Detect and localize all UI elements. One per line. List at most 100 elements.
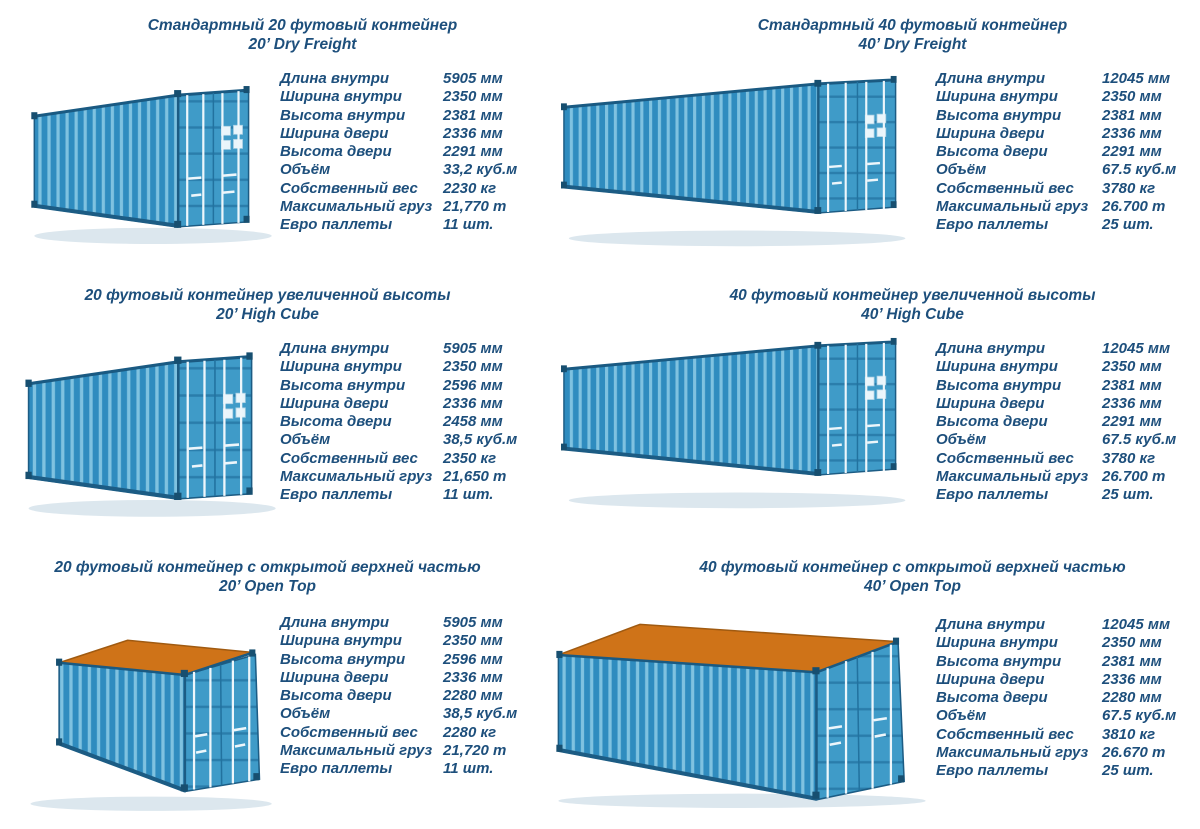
spec-row: Ширина двери 2336 мм <box>936 395 1200 413</box>
spec-label: Высота внутри <box>936 106 1062 124</box>
spec-label: Ширина двери <box>936 124 1045 142</box>
spec-label: Евро паллеты <box>936 216 1049 234</box>
spec-row: Ширина двери 2336 мм <box>280 125 535 143</box>
spec-row: Длина внутри 12045 мм <box>936 340 1200 358</box>
spec-value: 12045 мм <box>1102 340 1171 357</box>
spec-row: Высота двери 2280 мм <box>280 687 535 705</box>
container-20ft-svg <box>24 78 276 249</box>
spec-row: Ширина внутри 2350 мм <box>280 358 535 376</box>
panel-title: Стандартный 20 футовый контейнер 20’ Dry… <box>35 16 570 54</box>
spec-value: 2336 мм <box>443 394 503 412</box>
spec-value: 2336 мм <box>1102 124 1162 142</box>
spec-label: Евро паллеты <box>280 760 393 778</box>
spec-label: Евро паллеты <box>280 216 393 234</box>
panel-title-en: 40’ Open Top <box>863 578 962 595</box>
spec-row: Ширина внутри 2350 мм <box>936 88 1200 106</box>
spec-label: Максимальный груз <box>936 468 1089 486</box>
panel-title-en: 20’ Open Top <box>218 578 317 595</box>
spec-value: 2336 мм <box>443 124 503 142</box>
spec-row: Собственный вес 3780 кг <box>936 450 1200 468</box>
spec-row: Ширина внутри 2350 мм <box>280 632 535 650</box>
spec-row: Объём 67.5 куб.м <box>936 431 1200 449</box>
spec-value: 2596 мм <box>443 376 503 394</box>
spec-label: Евро паллеты <box>936 762 1049 780</box>
spec-value: 2350 кг <box>443 449 497 467</box>
spec-label: Объём <box>936 431 987 449</box>
panel-20ft-dry-freight: Стандартный 20 футовый контейнер 20’ Dry… <box>0 8 535 270</box>
container-20ft-open-top-illustration <box>18 630 274 814</box>
spec-row: Евро паллеты 25 шт. <box>936 762 1200 780</box>
spec-row: Собственный вес 2280 кг <box>280 724 535 742</box>
container-20ft-open-top-svg <box>18 630 274 814</box>
spec-row: Максимальный груз 21,650 т <box>280 468 535 486</box>
spec-value: 2291 мм <box>1102 143 1162 161</box>
spec-label: Ширина внутри <box>280 88 402 106</box>
spec-row: Ширина внутри 2350 мм <box>936 358 1200 376</box>
panel-title: 20 футовый контейнер увеличенной высоты … <box>0 286 535 324</box>
panel-title-ru: Стандартный 20 футовый контейнер <box>147 17 458 34</box>
spec-label: Длина внутри <box>936 616 1046 633</box>
spec-row: Максимальный груз 26.700 т <box>936 198 1200 216</box>
spec-label: Объём <box>280 161 331 179</box>
spec-value: 2336 мм <box>1102 394 1162 412</box>
spec-label: Максимальный груз <box>280 742 433 760</box>
spec-value: 12045 мм <box>1102 70 1171 87</box>
spec-row: Объём 38,5 куб.м <box>280 431 535 449</box>
spec-row: Собственный вес 2350 кг <box>280 450 535 468</box>
spec-row: Собственный вес 2230 кг <box>280 180 535 198</box>
spec-label: Объём <box>280 431 331 449</box>
spec-label: Высота двери <box>280 687 392 705</box>
panel-title: 40 футовый контейнер увеличенной высоты … <box>585 286 1200 324</box>
spec-row: Евро паллеты 11 шт. <box>280 216 535 234</box>
spec-value: 3780 кг <box>1102 449 1156 467</box>
spec-label: Объём <box>936 161 987 179</box>
spec-label: Ширина двери <box>936 394 1045 412</box>
spec-label: Евро паллеты <box>280 486 393 504</box>
spec-value: 21,770 т <box>443 198 507 216</box>
spec-label: Высота двери <box>936 413 1048 431</box>
spec-label: Длина внутри <box>280 70 390 87</box>
spec-value: 2230 кг <box>443 179 497 197</box>
spec-value: 67.5 куб.м <box>1102 161 1177 179</box>
spec-label: Высота внутри <box>936 652 1062 670</box>
spec-row: Высота двери 2291 мм <box>936 143 1200 161</box>
spec-row: Длина внутри 5905 мм <box>280 340 535 358</box>
container-40ft-open-top-svg <box>548 606 936 810</box>
spec-label: Максимальный груз <box>936 198 1089 216</box>
spec-value: 2280 мм <box>443 687 503 705</box>
spec-row: Объём 67.5 куб.м <box>936 707 1200 725</box>
spec-value: 21,720 т <box>443 742 507 760</box>
spec-table-40ft-high-cube: Длина внутри 12045 мм Ширина внутри 2350 мм… <box>936 340 1200 505</box>
spec-value: 12045 мм <box>1102 616 1171 633</box>
spec-value: 33,2 куб.м <box>443 161 518 179</box>
spec-row: Ширина внутри 2350 мм <box>936 634 1200 652</box>
container-40ft-svg <box>556 336 928 517</box>
spec-row: Объём 38,5 куб.м <box>280 705 535 723</box>
spec-label: Длина внутри <box>936 340 1046 357</box>
panel-title-ru: Стандартный 40 футовый контейнер <box>757 17 1068 34</box>
spec-value: 2381 мм <box>1102 106 1162 124</box>
spec-value: 38,5 куб.м <box>443 431 518 449</box>
spec-row: Евро паллеты 11 шт. <box>280 486 535 504</box>
spec-value: 11 шт. <box>443 760 494 778</box>
spec-row: Максимальный груз 21,720 т <box>280 742 535 760</box>
panel-title: Стандартный 40 футовый контейнер 40’ Dry… <box>585 16 1200 54</box>
spec-row: Евро паллеты 25 шт. <box>936 486 1200 504</box>
spec-label: Ширина внутри <box>936 634 1058 652</box>
panel-40ft-high-cube: 40 футовый контейнер увеличенной высоты … <box>545 278 1200 542</box>
panel-title-en: 40’ Dry Freight <box>858 36 967 53</box>
spec-table-40ft-open-top: Длина внутри 12045 мм Ширина внутри 2350 мм… <box>936 616 1200 781</box>
panel-title-en: 20’ Dry Freight <box>248 36 357 53</box>
spec-row: Объём 33,2 куб.м <box>280 161 535 179</box>
spec-value: 26.670 т <box>1102 744 1166 762</box>
spec-label: Длина внутри <box>936 70 1046 87</box>
spec-label: Ширина внутри <box>280 358 402 376</box>
spec-value: 25 шт. <box>1102 762 1154 780</box>
spec-value: 26.700 т <box>1102 198 1166 216</box>
container-20ft-svg <box>18 344 280 522</box>
spec-row: Высота внутри 2596 мм <box>280 377 535 395</box>
spec-table-20ft-dry: Длина внутри 5905 мм Ширина внутри 2350 мм В… <box>280 70 535 235</box>
spec-value: 2350 мм <box>443 358 503 376</box>
spec-value: 2291 мм <box>443 143 503 161</box>
